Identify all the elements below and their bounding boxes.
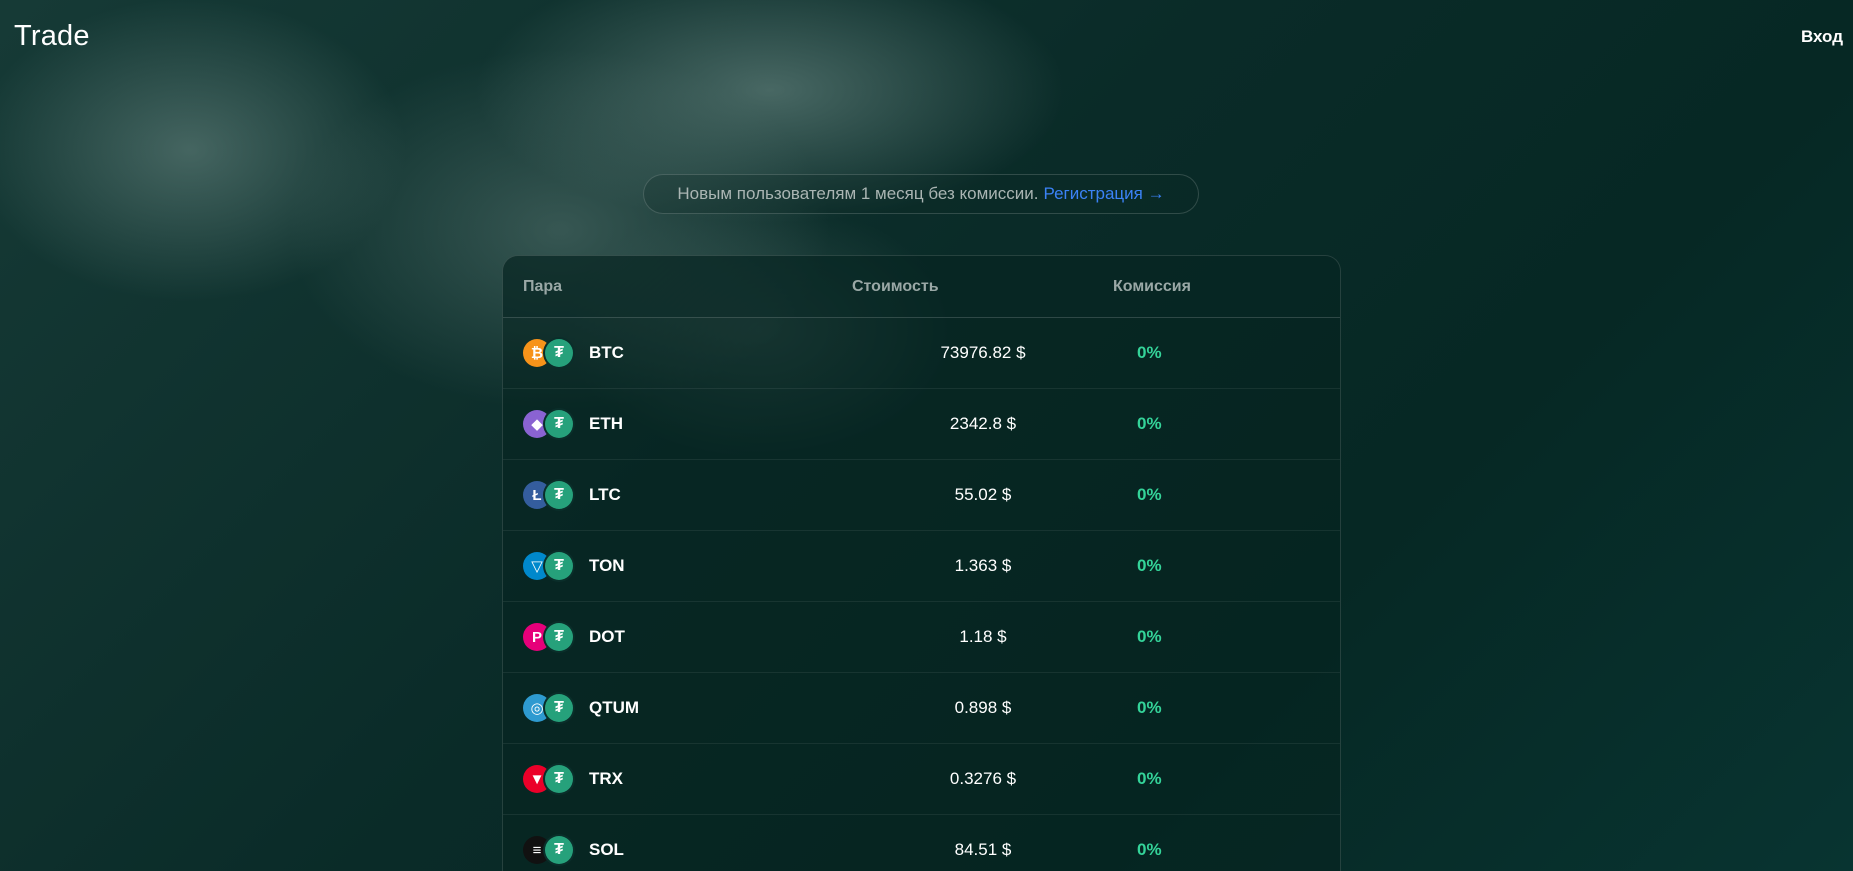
pair-symbol: ETH	[589, 414, 623, 433]
pair-icons: Ł ₮	[523, 481, 575, 511]
pair-fee: 0%	[1137, 769, 1162, 788]
pairs-table: Пара Стоимость Комиссия ₿ ₮ BTC 73976.82 $ 0…	[502, 255, 1341, 871]
table-row[interactable]: ▽ ₮ TON 1.363 $ 0%	[503, 531, 1340, 602]
pair-icons: ≡ ₮	[523, 836, 575, 866]
pair-fee: 0%	[1137, 840, 1162, 859]
pair-fee: 0%	[1137, 627, 1162, 646]
tether-icon: ₮	[545, 623, 573, 651]
pair-fee: 0%	[1137, 485, 1162, 504]
logo[interactable]: Trade	[14, 20, 90, 52]
pair-fee: 0%	[1137, 414, 1162, 433]
pair-price: 1.18 $	[959, 627, 1007, 646]
pair-fee: 0%	[1137, 343, 1162, 362]
pair-icons: P ₮	[523, 623, 575, 653]
pair-price: 2342.8 $	[949, 414, 1017, 433]
tether-icon: ₮	[545, 765, 573, 793]
tether-icon: ₮	[545, 552, 573, 580]
pair-price: 55.02 $	[954, 485, 1012, 504]
table-row[interactable]: ≡ ₮ SOL 84.51 $ 0%	[503, 815, 1340, 871]
promo-banner: Новым пользователям 1 месяц без комиссии…	[643, 174, 1199, 214]
tether-icon: ₮	[545, 410, 573, 438]
header: Trade Вход	[0, 0, 1853, 72]
pair-price: 84.51 $	[954, 840, 1012, 859]
pair-icons: ▼ ₮	[523, 765, 575, 795]
login-link[interactable]: Вход	[1800, 27, 1843, 46]
pair-icons: ₿ ₮	[523, 339, 575, 369]
promo-text: Новым пользователям 1 месяц без комиссии…	[677, 184, 1039, 203]
column-header-pair: Пара	[523, 278, 563, 295]
table-header: Пара Стоимость Комиссия	[503, 256, 1340, 318]
tether-icon: ₮	[545, 481, 573, 509]
register-link[interactable]: Регистрация →	[1043, 184, 1165, 203]
pair-fee: 0%	[1137, 698, 1162, 717]
table-row[interactable]: ▼ ₮ TRX 0.3276 $ 0%	[503, 744, 1340, 815]
pair-price: 73976.82 $	[940, 343, 1026, 362]
tether-icon: ₮	[545, 339, 573, 367]
tether-icon: ₮	[545, 694, 573, 722]
tether-icon: ₮	[545, 836, 573, 864]
table-row[interactable]: ◎ ₮ QTUM 0.898 $ 0%	[503, 673, 1340, 744]
table-row[interactable]: P ₮ DOT 1.18 $ 0%	[503, 602, 1340, 673]
pair-symbol: TON	[589, 556, 625, 575]
pair-symbol: QTUM	[589, 698, 640, 717]
pair-icons: ▽ ₮	[523, 552, 575, 582]
column-header-price: Стоимость	[852, 278, 939, 295]
pair-icons: ◆ ₮	[523, 410, 575, 440]
column-header-fee: Комиссия	[1113, 278, 1191, 295]
pair-symbol: LTC	[589, 485, 621, 504]
table-row[interactable]: Ł ₮ LTC 55.02 $ 0%	[503, 460, 1340, 531]
tron-icon: ▼	[523, 765, 551, 793]
pair-symbol: DOT	[589, 627, 625, 646]
pair-price: 1.363 $	[954, 556, 1012, 575]
table-row[interactable]: ₿ ₮ BTC 73976.82 $ 0%	[503, 318, 1340, 389]
pair-price: 0.898 $	[954, 698, 1012, 717]
pair-icons: ◎ ₮	[523, 694, 575, 724]
table-body: ₿ ₮ BTC 73976.82 $ 0% ◆ ₮ ETH 2342.8 $ 0% Ł ₮ LTC 55.…	[503, 318, 1340, 871]
pair-symbol: TRX	[589, 769, 623, 788]
table-row[interactable]: ◆ ₮ ETH 2342.8 $ 0%	[503, 389, 1340, 460]
pair-price: 0.3276 $	[949, 769, 1017, 788]
pair-symbol: BTC	[589, 343, 624, 362]
pair-symbol: SOL	[589, 840, 624, 859]
pair-fee: 0%	[1137, 556, 1162, 575]
